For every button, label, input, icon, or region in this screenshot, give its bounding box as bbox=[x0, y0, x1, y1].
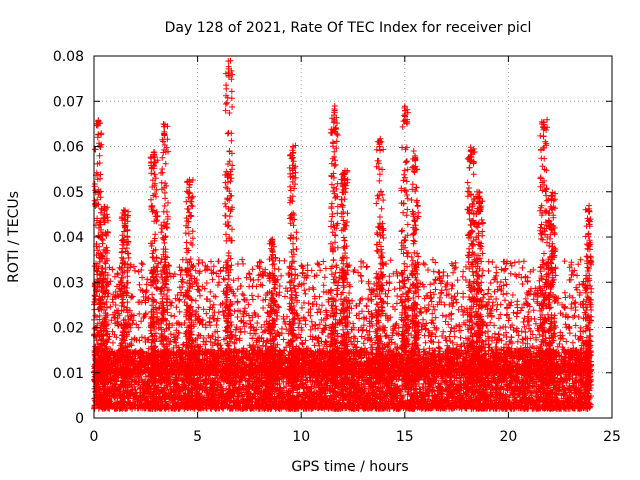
roti-series-points bbox=[91, 57, 595, 412]
data-points bbox=[91, 57, 595, 412]
y-tick-label: 0.03 bbox=[53, 275, 84, 291]
x-tick-label: 10 bbox=[292, 429, 310, 445]
x-tick-label: 5 bbox=[193, 429, 202, 445]
x-axis-label: GPS time / hours bbox=[291, 459, 408, 475]
y-tick-label: 0.04 bbox=[53, 230, 84, 246]
x-tick-label: 0 bbox=[90, 429, 99, 445]
axis-ticks: 0 0.01 0.02 0.03 0.04 0.05 0.06 0.07 0.08 0 5 10 15 2… bbox=[53, 49, 621, 445]
y-axis-label: ROTI / TECUs bbox=[6, 191, 22, 283]
y-tick-label: 0.07 bbox=[53, 94, 84, 110]
y-tick-label: 0.06 bbox=[53, 140, 84, 156]
chart-title: Day 128 of 2021, Rate Of TEC Index for r… bbox=[165, 20, 532, 36]
x-tick-label: 20 bbox=[499, 429, 517, 445]
x-tick-label: 15 bbox=[396, 429, 414, 445]
y-tick-label: 0.02 bbox=[53, 321, 84, 337]
x-tick-label: 25 bbox=[603, 429, 621, 445]
y-tick-label: 0 bbox=[75, 411, 84, 427]
y-tick-label: 0.01 bbox=[53, 366, 84, 382]
y-tick-label: 0.05 bbox=[53, 185, 84, 201]
y-tick-label: 0.08 bbox=[53, 49, 84, 65]
plot-border bbox=[93, 55, 613, 419]
